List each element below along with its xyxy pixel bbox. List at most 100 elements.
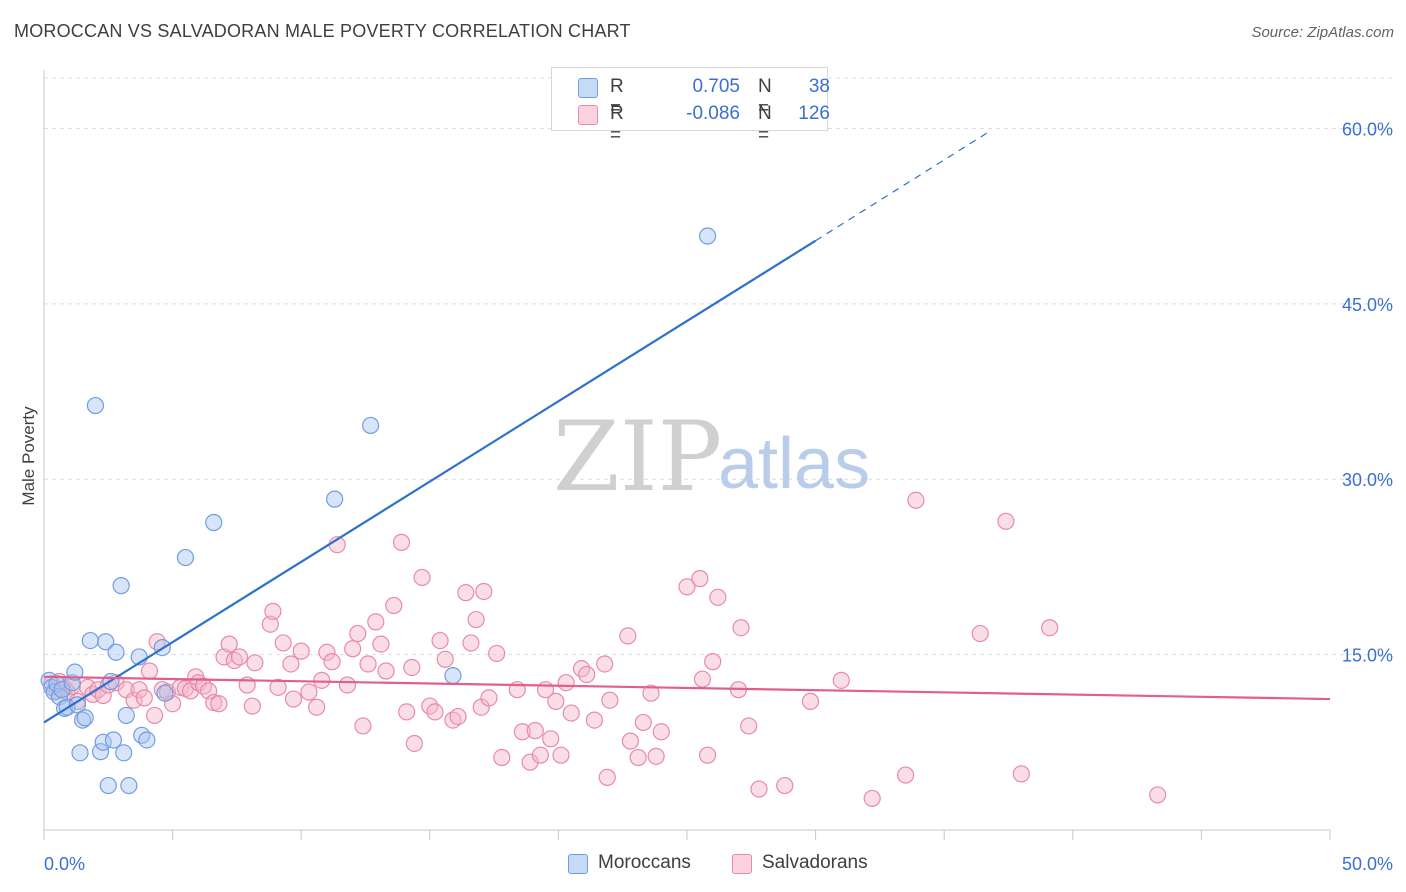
data-point	[359, 655, 377, 673]
bottom-legend-swatch-salvadorans	[732, 854, 752, 874]
data-point	[338, 676, 357, 694]
data-point	[863, 789, 881, 808]
y-axis-label: Male Poverty	[19, 406, 38, 506]
legend-n-label: N =	[758, 76, 772, 119]
data-point	[246, 654, 264, 672]
data-point	[362, 416, 380, 435]
data-point	[313, 671, 331, 689]
series-salvadorans	[43, 491, 1167, 808]
data-point	[385, 596, 403, 615]
data-point	[94, 686, 112, 705]
data-point	[449, 707, 467, 726]
data-point	[230, 648, 249, 666]
y-tick-label: 30.0%	[1342, 470, 1393, 490]
data-point	[66, 663, 84, 681]
bottom-legend-swatch-moroccans	[568, 854, 588, 874]
data-point	[431, 631, 449, 650]
data-point	[323, 653, 341, 671]
data-points	[40, 227, 1167, 808]
chart-title: MOROCCAN VS SALVADORAN MALE POVERTY CORR…	[14, 21, 631, 41]
data-point	[531, 746, 549, 764]
y-tick-label: 15.0%	[1342, 646, 1393, 666]
data-point	[133, 726, 151, 744]
data-point	[145, 706, 164, 725]
data-point	[493, 748, 511, 767]
data-point	[377, 662, 395, 680]
data-point	[750, 780, 768, 798]
watermark: ZIP atlas	[553, 401, 870, 513]
x-tick-label: 0.0%	[44, 854, 85, 874]
data-point	[629, 748, 647, 767]
data-point	[601, 691, 619, 709]
data-point	[367, 613, 385, 631]
data-point	[261, 615, 279, 633]
data-point	[269, 678, 287, 696]
data-point	[326, 490, 344, 508]
data-point	[585, 711, 604, 729]
data-point	[94, 733, 112, 751]
data-point	[557, 674, 575, 692]
correlation-legend: R = 0.705 N = 38 R = -0.086 N = 126	[551, 67, 830, 146]
data-point	[704, 653, 722, 671]
data-point	[709, 588, 727, 606]
data-point	[897, 766, 915, 784]
data-point	[104, 731, 123, 749]
data-point	[176, 548, 195, 567]
data-point	[480, 689, 498, 707]
data-point	[135, 689, 153, 707]
data-point	[292, 642, 310, 660]
data-point	[76, 709, 94, 727]
data-point	[63, 674, 81, 692]
data-point	[318, 643, 336, 661]
legend-r-label: R =	[610, 76, 624, 119]
data-point	[732, 619, 750, 637]
data-point	[740, 717, 758, 735]
data-point	[971, 624, 989, 643]
data-point	[542, 730, 560, 748]
data-point	[426, 703, 444, 721]
data-point	[274, 634, 292, 652]
data-point	[776, 776, 794, 795]
trend-line-moroccans-extension	[815, 130, 991, 242]
data-point	[86, 396, 105, 415]
watermark-atlas: atlas	[718, 424, 870, 504]
data-point	[526, 722, 544, 740]
data-point	[619, 627, 637, 645]
data-point	[53, 681, 71, 699]
data-point	[112, 577, 130, 595]
data-point	[107, 643, 125, 661]
data-point	[243, 697, 261, 715]
data-point	[691, 570, 709, 588]
data-point	[140, 662, 159, 680]
data-point	[308, 698, 326, 716]
data-point	[467, 610, 485, 629]
data-point	[513, 723, 531, 741]
data-point	[405, 734, 423, 753]
legend-swatch-moroccans	[578, 78, 598, 98]
data-point	[552, 746, 570, 764]
data-point	[634, 713, 652, 732]
data-point	[578, 665, 596, 684]
data-point	[398, 703, 416, 721]
data-point	[392, 533, 411, 551]
data-point	[547, 692, 565, 710]
data-point	[413, 568, 431, 587]
bottom-legend-label: Moroccans	[598, 852, 691, 873]
data-point	[99, 776, 117, 795]
legend-r-value: 0.705	[692, 76, 740, 97]
y-tick-label: 45.0%	[1342, 295, 1393, 315]
data-point	[120, 776, 138, 795]
data-point	[596, 655, 614, 673]
data-point	[282, 655, 300, 673]
data-point	[81, 631, 99, 650]
y-tick-labels: 15.0% 30.0% 45.0% 60.0%	[1342, 119, 1393, 665]
gridlines	[44, 77, 1392, 656]
data-point	[372, 635, 390, 653]
data-point	[693, 670, 712, 688]
data-point	[194, 677, 213, 695]
data-point	[349, 624, 367, 643]
watermark-zip: ZIP	[553, 401, 722, 513]
data-point	[354, 717, 372, 735]
data-point	[678, 578, 696, 596]
